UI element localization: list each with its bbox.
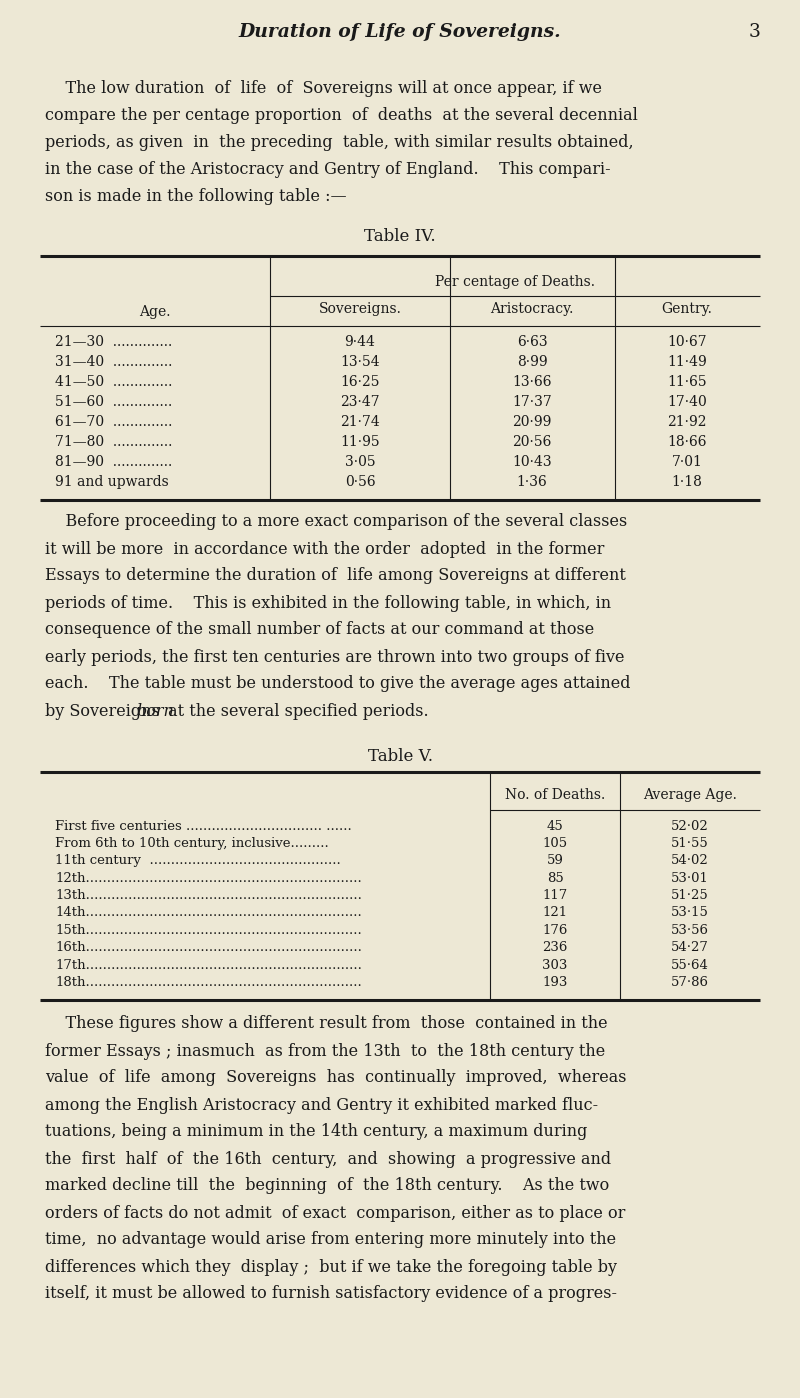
Text: 21·74: 21·74 — [340, 415, 380, 429]
Text: 121: 121 — [542, 906, 567, 920]
Text: compare the per centage proportion  of  deaths  at the several decennial: compare the per centage proportion of de… — [45, 108, 638, 124]
Text: 51·55: 51·55 — [671, 837, 709, 850]
Text: differences which they  display ;  but if we take the foregoing table by: differences which they display ; but if … — [45, 1258, 617, 1275]
Text: 0·56: 0·56 — [345, 475, 375, 489]
Text: 14th.................................................................: 14th....................................… — [55, 906, 362, 920]
Text: 17th.................................................................: 17th....................................… — [55, 959, 362, 972]
Text: marked decline till  the  beginning  of  the 18th century.    As the two: marked decline till the beginning of the… — [45, 1177, 610, 1194]
Text: 105: 105 — [542, 837, 567, 850]
Text: 176: 176 — [542, 924, 568, 937]
Text: among the English Aristocracy and Gentry it exhibited marked fluc-: among the English Aristocracy and Gentry… — [45, 1096, 598, 1113]
Text: 53·56: 53·56 — [671, 924, 709, 937]
Text: 193: 193 — [542, 976, 568, 990]
Text: itself, it must be allowed to furnish satisfactory evidence of a progres-: itself, it must be allowed to furnish sa… — [45, 1286, 617, 1303]
Text: 20·99: 20·99 — [512, 415, 552, 429]
Text: 117: 117 — [542, 889, 568, 902]
Text: Aristocracy.: Aristocracy. — [490, 302, 574, 316]
Text: 17·37: 17·37 — [512, 396, 552, 410]
Text: Age.: Age. — [139, 305, 170, 319]
Text: at the several specified periods.: at the several specified periods. — [163, 703, 429, 720]
Text: Duration of Life of Sovereigns.: Duration of Life of Sovereigns. — [238, 22, 562, 41]
Text: 81—90  ..............: 81—90 .............. — [55, 454, 172, 468]
Text: born: born — [137, 703, 174, 720]
Text: 236: 236 — [542, 941, 568, 955]
Text: 10·67: 10·67 — [667, 336, 707, 350]
Text: Table IV.: Table IV. — [364, 228, 436, 245]
Text: Gentry.: Gentry. — [662, 302, 713, 316]
Text: 18th.................................................................: 18th....................................… — [55, 976, 362, 990]
Text: 8·99: 8·99 — [517, 355, 547, 369]
Text: Per centage of Deaths.: Per centage of Deaths. — [435, 275, 595, 289]
Text: 1·18: 1·18 — [671, 475, 702, 489]
Text: 52·02: 52·02 — [671, 819, 709, 832]
Text: 17·40: 17·40 — [667, 396, 707, 410]
Text: periods of time.    This is exhibited in the following table, in which, in: periods of time. This is exhibited in th… — [45, 594, 611, 611]
Text: 54·02: 54·02 — [671, 854, 709, 867]
Text: 11·95: 11·95 — [340, 435, 380, 449]
Text: 6·63: 6·63 — [517, 336, 547, 350]
Text: Average Age.: Average Age. — [643, 788, 737, 802]
Text: time,  no advantage would arise from entering more minutely into the: time, no advantage would arise from ente… — [45, 1232, 616, 1248]
Text: 16th.................................................................: 16th....................................… — [55, 941, 362, 955]
Text: 15th.................................................................: 15th....................................… — [55, 924, 362, 937]
Text: 71—80  ..............: 71—80 .............. — [55, 435, 172, 449]
Text: No. of Deaths.: No. of Deaths. — [505, 788, 605, 802]
Text: 1·36: 1·36 — [517, 475, 547, 489]
Text: tuations, being a minimum in the 14th century, a maximum during: tuations, being a minimum in the 14th ce… — [45, 1124, 587, 1141]
Text: orders of facts do not admit  of exact  comparison, either as to place or: orders of facts do not admit of exact co… — [45, 1205, 626, 1222]
Text: 59: 59 — [546, 854, 563, 867]
Text: 3: 3 — [748, 22, 760, 41]
Text: 13·54: 13·54 — [340, 355, 380, 369]
Text: 53·15: 53·15 — [671, 906, 709, 920]
Text: 85: 85 — [546, 872, 563, 885]
Text: 54·27: 54·27 — [671, 941, 709, 955]
Text: consequence of the small number of facts at our command at those: consequence of the small number of facts… — [45, 622, 594, 639]
Text: 303: 303 — [542, 959, 568, 972]
Text: 11th century  .............................................: 11th century ...........................… — [55, 854, 341, 867]
Text: 16·25: 16·25 — [340, 375, 380, 389]
Text: 21·92: 21·92 — [667, 415, 706, 429]
Text: son is made in the following table :—: son is made in the following table :— — [45, 187, 346, 206]
Text: 51—60  ..............: 51—60 .............. — [55, 396, 172, 410]
Text: periods, as given  in  the preceding  table, with similar results obtained,: periods, as given in the preceding table… — [45, 134, 634, 151]
Text: 7·01: 7·01 — [671, 454, 702, 468]
Text: 11·49: 11·49 — [667, 355, 707, 369]
Text: in the case of the Aristocracy and Gentry of England.    This compari-: in the case of the Aristocracy and Gentr… — [45, 161, 610, 178]
Text: 11·65: 11·65 — [667, 375, 707, 389]
Text: 18·66: 18·66 — [667, 435, 706, 449]
Text: Table V.: Table V. — [367, 748, 433, 765]
Text: First five centuries ................................ ......: First five centuries ...................… — [55, 819, 352, 832]
Text: 41—50  ..............: 41—50 .............. — [55, 375, 172, 389]
Text: 53·01: 53·01 — [671, 872, 709, 885]
Text: 13·66: 13·66 — [512, 375, 552, 389]
Text: 61—70  ..............: 61—70 .............. — [55, 415, 172, 429]
Text: 10·43: 10·43 — [512, 454, 552, 468]
Text: 51·25: 51·25 — [671, 889, 709, 902]
Text: by Sovereigns: by Sovereigns — [45, 703, 165, 720]
Text: 55·64: 55·64 — [671, 959, 709, 972]
Text: 31—40  ..............: 31—40 .............. — [55, 355, 172, 369]
Text: Sovereigns.: Sovereigns. — [318, 302, 402, 316]
Text: These figures show a different result from  those  contained in the: These figures show a different result fr… — [45, 1015, 608, 1033]
Text: 91 and upwards: 91 and upwards — [55, 475, 169, 489]
Text: 21—30  ..............: 21—30 .............. — [55, 336, 172, 350]
Text: 13th.................................................................: 13th....................................… — [55, 889, 362, 902]
Text: From 6th to 10th century, inclusive.........: From 6th to 10th century, inclusive.....… — [55, 837, 329, 850]
Text: Before proceeding to a more exact comparison of the several classes: Before proceeding to a more exact compar… — [45, 513, 627, 530]
Text: each.    The table must be understood to give the average ages attained: each. The table must be understood to gi… — [45, 675, 630, 692]
Text: 57·86: 57·86 — [671, 976, 709, 990]
Text: Essays to determine the duration of  life among Sovereigns at different: Essays to determine the duration of life… — [45, 568, 626, 584]
Text: it will be more  in accordance with the order  adopted  in the former: it will be more in accordance with the o… — [45, 541, 604, 558]
Text: The low duration  of  life  of  Sovereigns will at once appear, if we: The low duration of life of Sovereigns w… — [45, 80, 602, 96]
Text: value  of  life  among  Sovereigns  has  continually  improved,  whereas: value of life among Sovereigns has conti… — [45, 1069, 626, 1086]
Text: 20·56: 20·56 — [512, 435, 552, 449]
Text: 23·47: 23·47 — [340, 396, 380, 410]
Text: 12th.................................................................: 12th....................................… — [55, 872, 362, 885]
Text: the  first  half  of  the 16th  century,  and  showing  a progressive and: the first half of the 16th century, and … — [45, 1151, 611, 1167]
Text: early periods, the first ten centuries are thrown into two groups of five: early periods, the first ten centuries a… — [45, 649, 625, 665]
Text: former Essays ; inasmuch  as from the 13th  to  the 18th century the: former Essays ; inasmuch as from the 13t… — [45, 1043, 606, 1060]
Text: 9·44: 9·44 — [345, 336, 375, 350]
Text: 3·05: 3·05 — [345, 454, 375, 468]
Text: 45: 45 — [546, 819, 563, 832]
